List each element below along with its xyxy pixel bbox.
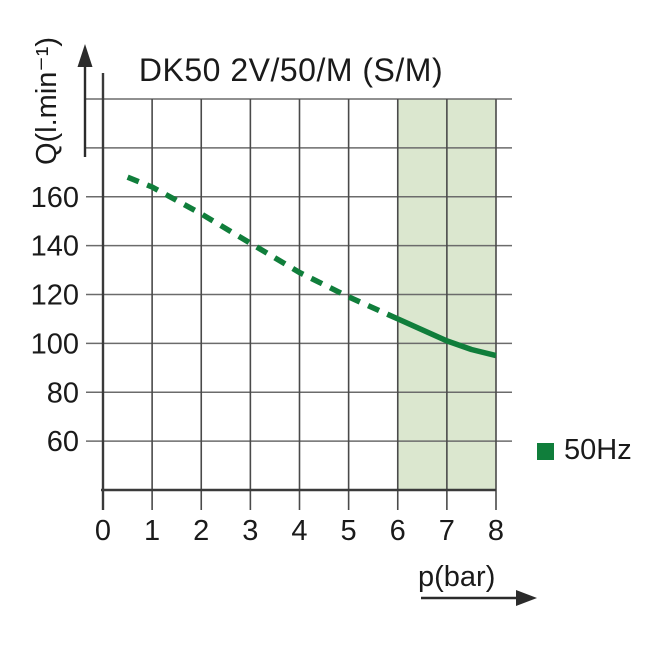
y-tick-label: 80 [47,377,79,409]
x-tick-label: 0 [95,515,111,547]
legend-label: 50Hz [564,433,632,466]
series-50hz-solid [396,316,497,359]
x-tick-label: 1 [144,515,160,547]
x-tick-label: 5 [341,515,357,547]
y-tick-label: 100 [31,328,79,360]
x-axis-arrow-icon [516,590,537,606]
y-tick-label: 160 [31,182,79,214]
legend: 50Hz [537,433,632,467]
chart-title: DK50 2V/50/M (S/M) [138,52,444,88]
x-tick-label: 3 [242,515,258,547]
x-axis-label: p(bar) [418,561,496,593]
legend-swatch-icon [537,442,554,460]
x-tick-label: 8 [488,515,504,547]
x-tick-label: 7 [439,515,455,547]
x-tick-label: 6 [390,515,406,547]
series-50hz-dashed [126,174,399,322]
y-tick-label: 60 [47,426,79,458]
y-axis-label: Q(l.min⁻¹) [31,36,63,166]
y-tick-label: 140 [31,231,79,263]
x-tick-label: 4 [291,515,307,547]
x-tick-label: 2 [193,515,209,547]
y-tick-label: 120 [31,280,79,312]
y-axis-arrow-icon [77,44,93,67]
